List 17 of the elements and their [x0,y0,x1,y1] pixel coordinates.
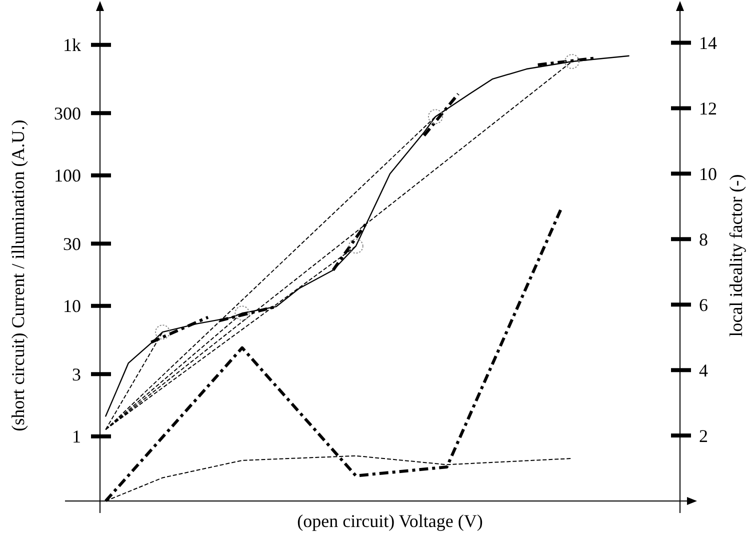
y-tick-label: 10 [63,296,81,316]
y-tick-label: 1k [63,35,81,56]
y2-tick-label: 6 [699,294,708,315]
y-tick-label: 30 [63,234,81,254]
y2-axis-title: local ideality factor (-) [726,174,746,337]
y2-tick-label: 8 [699,229,708,250]
y-tick-label: 300 [54,103,81,124]
y2-tick-label: 12 [699,98,717,118]
y-axis-title: (short circuit) Current / illumination (A.U.) [8,120,28,432]
y-tick-label: 1 [72,426,81,447]
y-tick-label: 100 [54,166,81,186]
y2-tick-label: 10 [699,164,717,184]
y2-tick-label: 14 [699,33,717,54]
x-axis-title: (open circuit) Voltage (V) [297,511,483,531]
y2-tick-label: 2 [699,426,708,446]
y-tick-label: 3 [72,364,81,384]
y2-tick-label: 4 [699,360,708,380]
